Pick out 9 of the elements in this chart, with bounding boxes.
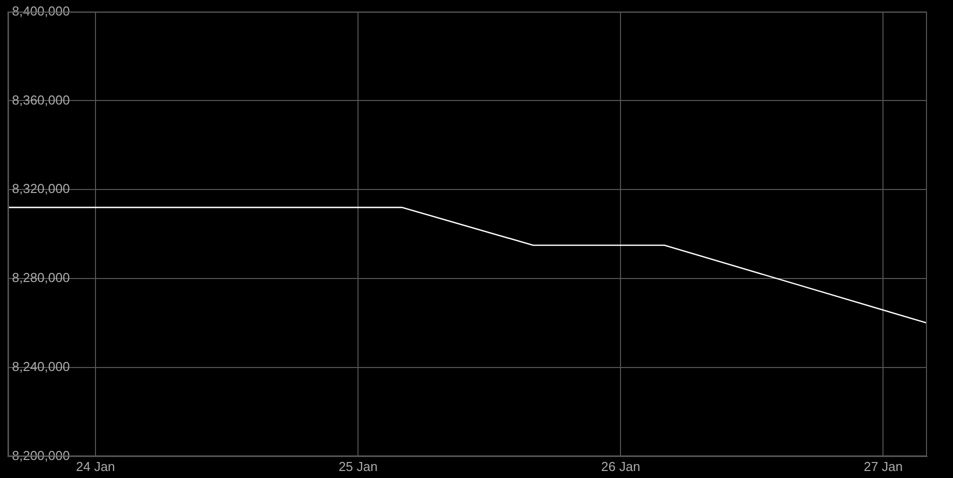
y-tick-label: 8,240,000: [12, 359, 70, 374]
y-tick-label: 8,280,000: [12, 270, 70, 286]
x-tick-label: 26 Jan: [601, 458, 640, 474]
x-tick-label: 27 Jan: [864, 458, 903, 474]
y-tick-label: 8,320,000: [12, 181, 70, 196]
x-tick-label: 25 Jan: [338, 458, 378, 474]
y-tick-label: 8,360,000: [12, 92, 70, 108]
x-tick-label: 24 Jan: [76, 458, 116, 474]
y-tick-label: 8,400,000: [12, 3, 70, 18]
